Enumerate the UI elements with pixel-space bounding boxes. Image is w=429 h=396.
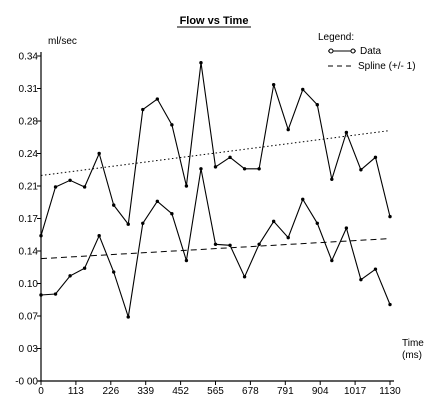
x-tick-label: 565 <box>207 386 224 396</box>
data-point <box>271 82 276 87</box>
data-point <box>373 267 378 271</box>
data-point <box>330 258 334 263</box>
legend-data-label: Data <box>360 46 382 57</box>
data-point <box>242 167 247 171</box>
y-tick-label: 0.24 <box>19 149 39 160</box>
data-point <box>286 127 290 132</box>
y-tick-label: 0.07 <box>19 312 39 323</box>
data-point <box>68 274 72 278</box>
data-point <box>184 184 189 188</box>
data-point <box>271 219 276 224</box>
y-tick-label: 0.14 <box>19 247 39 258</box>
data-point <box>388 302 392 307</box>
y-tick-label: 0.10 <box>19 279 39 290</box>
data-point <box>112 203 116 207</box>
data-point <box>126 315 130 319</box>
x-tick-label: 1130 <box>379 386 401 396</box>
data-point <box>126 222 130 226</box>
y-tick-label: -0 00 <box>15 377 38 388</box>
data-point <box>373 155 378 160</box>
data-point <box>344 130 349 135</box>
x-tick-label: 226 <box>102 386 119 396</box>
data-point <box>242 275 247 279</box>
data-point <box>39 234 43 238</box>
data-point <box>199 60 203 65</box>
data-point <box>97 234 101 238</box>
y-axis-label: ml/sec <box>48 36 77 47</box>
data-point <box>286 235 290 240</box>
data-point <box>257 242 261 247</box>
data-point <box>257 167 261 171</box>
x-tick-label: 339 <box>137 386 154 396</box>
data-point <box>359 168 363 172</box>
x-tick-label: 904 <box>312 386 329 396</box>
data-point <box>141 107 145 112</box>
data-point <box>39 293 43 297</box>
legend: Legend: Data Spline (+/- 1) <box>318 32 416 72</box>
x-tick-label: 1017 <box>344 386 367 396</box>
chart-title: Flow vs Time <box>180 15 249 27</box>
data-point <box>82 266 87 270</box>
data-series-upper-line <box>40 62 391 236</box>
data-point <box>228 243 232 247</box>
data-point <box>53 185 58 189</box>
data-point <box>315 103 319 107</box>
data-point <box>170 212 174 216</box>
data-point <box>359 277 363 282</box>
x-axis-label-line1: Time <box>402 338 424 349</box>
data-point <box>388 214 392 219</box>
y-tick-label: 0.28 <box>19 117 39 128</box>
data-point <box>228 155 232 160</box>
data-point <box>184 258 189 263</box>
spline-upper-band-line <box>40 130 391 176</box>
data-point <box>344 226 349 230</box>
data-point <box>170 123 174 127</box>
y-tick-label: 0 03 <box>19 344 39 355</box>
data-point <box>82 185 87 189</box>
y-tick-label: 0.31 <box>19 84 39 95</box>
legend-spline-label: Spline (+/- 1) <box>358 61 416 72</box>
data-point <box>112 270 116 274</box>
data-point <box>315 221 319 225</box>
x-tick-label: 452 <box>172 386 189 396</box>
x-tick-label: 678 <box>242 386 259 396</box>
data-point <box>97 151 101 156</box>
legend-data-symbol <box>328 48 356 54</box>
data-point <box>141 221 145 225</box>
data-point <box>68 178 72 182</box>
data-point <box>199 167 203 171</box>
spline-center-line <box>40 238 391 260</box>
y-tick-label: 0.34 <box>19 52 39 63</box>
y-tick-label: 0.21 <box>19 182 39 193</box>
data-point <box>213 242 218 247</box>
x-tick-label: 113 <box>68 386 84 396</box>
data-point <box>330 177 334 182</box>
data-point <box>53 292 58 296</box>
x-tick-label: 0 <box>38 386 44 396</box>
legend-title: Legend: <box>318 32 354 43</box>
y-tick-label: 0.17 <box>19 214 39 225</box>
x-tick-label: 791 <box>277 386 294 396</box>
data-point <box>213 165 218 169</box>
data-point <box>301 87 305 92</box>
data-point <box>155 97 160 101</box>
data-point <box>301 197 305 202</box>
data-point <box>155 199 160 203</box>
x-axis-label-line2: (ms) <box>402 350 422 361</box>
